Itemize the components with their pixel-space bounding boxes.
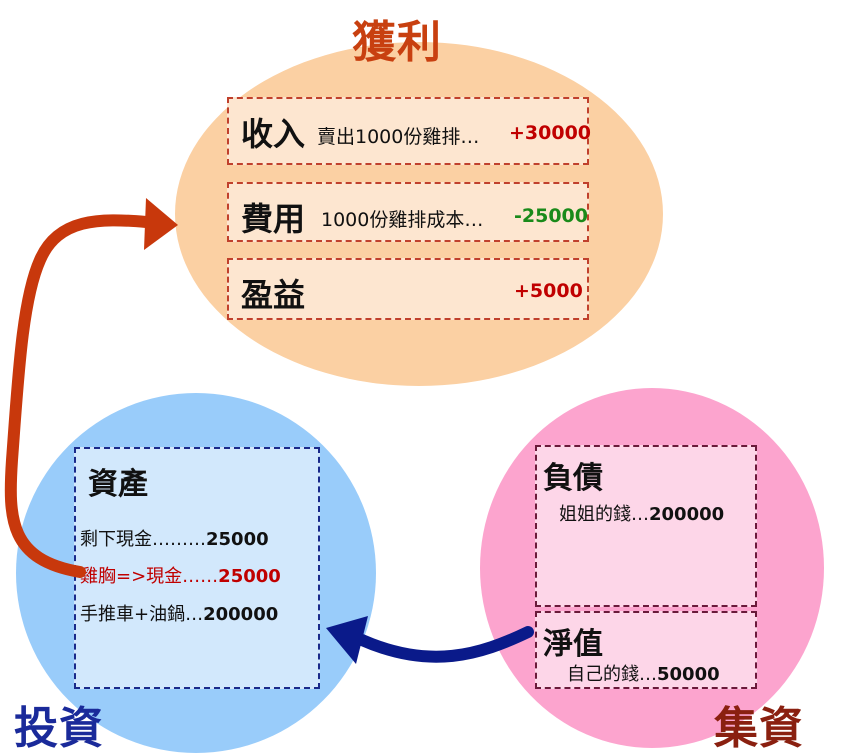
earnings-label: 盈益: [241, 276, 306, 314]
finance-title: 集資: [714, 703, 804, 754]
asset-item-chicken-text: 雞胸=>現金……: [80, 566, 219, 587]
arrow-to-invest: [356, 626, 534, 663]
assets-box: 資產 剩下現金………25000 雞胸=>現金……25000 手推車+油鍋…200…: [74, 447, 320, 689]
arrow-to-profit: [4, 214, 152, 578]
assets-label: 資產: [88, 467, 148, 502]
liabilities-item-text: 姐姐的錢…: [559, 504, 649, 525]
equity-label: 淨值: [543, 627, 603, 662]
asset-item-chicken: 雞胸=>現金……25000: [80, 562, 281, 588]
expense-box: 費用 1000份雞排成本… -25000: [227, 182, 589, 242]
equity-item-value: 50000: [657, 664, 720, 685]
asset-item-equipment: 手推車+油鍋…200000: [80, 600, 278, 626]
income-box: 收入 賣出1000份雞排… +30000: [227, 97, 592, 165]
arrow-to-profit-head: [144, 198, 178, 250]
asset-item-cash-value: 25000: [206, 529, 269, 550]
asset-item-cash-text: 剩下現金………: [80, 529, 206, 550]
earnings-box: 盈益 +5000: [227, 258, 589, 320]
liabilities-item-value: 200000: [649, 504, 725, 525]
expense-amount: -25000: [514, 205, 588, 227]
liabilities-box: 負債 姐姐的錢…200000: [535, 445, 757, 607]
arrow-to-invest-head: [326, 616, 368, 664]
equity-item: 自己的錢…50000: [567, 660, 720, 686]
expense-label: 費用: [241, 200, 306, 238]
asset-item-equipment-text: 手推車+油鍋…: [80, 604, 204, 625]
asset-item-chicken-value: 25000: [218, 566, 281, 587]
liabilities-item: 姐姐的錢…200000: [559, 500, 724, 526]
equity-item-text: 自己的錢…: [567, 664, 657, 685]
profit-title: 獲利: [352, 17, 442, 68]
income-amount: +30000: [509, 122, 592, 144]
income-description: 賣出1000份雞排…: [317, 126, 480, 148]
asset-item-equipment-value: 200000: [203, 604, 279, 625]
liabilities-label: 負債: [543, 461, 603, 496]
invest-title: 投資: [14, 703, 104, 754]
expense-description: 1000份雞排成本…: [321, 209, 484, 231]
income-label: 收入: [241, 115, 306, 153]
equity-box: 淨值 自己的錢…50000: [535, 611, 757, 689]
earnings-amount: +5000: [514, 280, 583, 302]
asset-item-cash: 剩下現金………25000: [80, 525, 269, 551]
